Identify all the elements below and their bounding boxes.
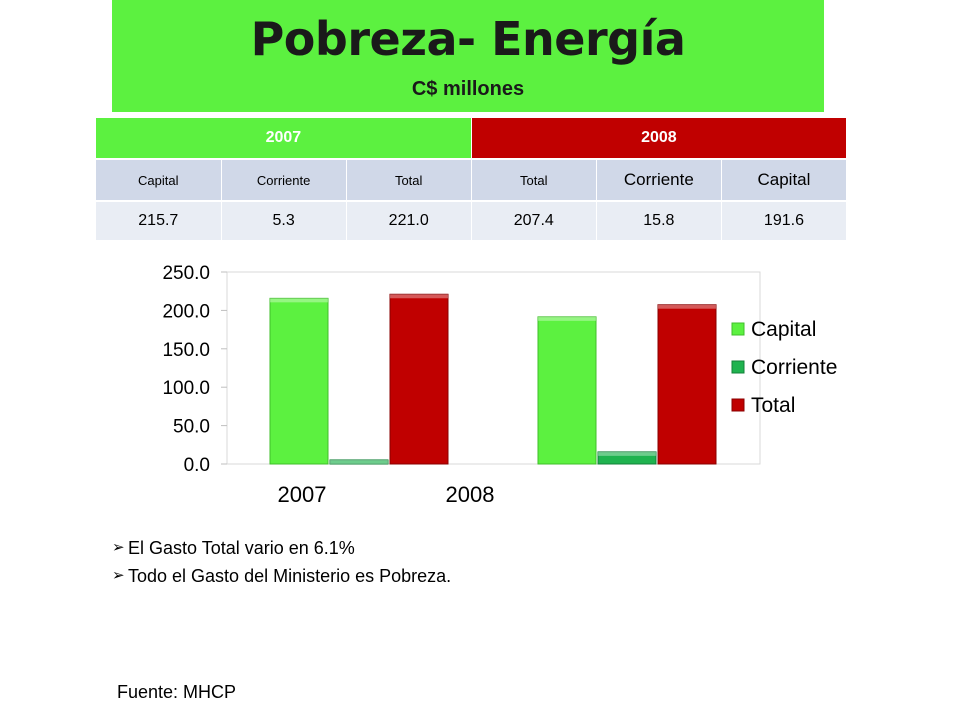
arrow-bullet-icon: ➢ xyxy=(112,539,125,556)
bar-corriente-2008 xyxy=(597,451,657,465)
table-header-cell: Corriente xyxy=(221,158,347,201)
page-subtitle: C$ millones xyxy=(411,78,525,100)
table-cell: 191.6 xyxy=(721,200,848,240)
table-header-cell: Corriente xyxy=(596,158,722,201)
table-year-row: 2007 2008 xyxy=(96,118,848,159)
table-header-cell: Total xyxy=(346,158,472,201)
bar-highlight xyxy=(330,459,388,464)
bullet-text: El Gasto Total vario en 6.1% xyxy=(128,538,355,558)
bullet-text: Todo el Gasto del Ministerio es Pobreza. xyxy=(128,566,452,586)
source-note: Fuente: MHCP xyxy=(117,682,237,702)
year-2007-header: 2007 xyxy=(96,118,472,159)
legend-label: Total xyxy=(751,394,795,417)
table-header-cell: Capital xyxy=(721,158,848,201)
legend-label: Capital xyxy=(751,318,816,341)
legend-label: Corriente xyxy=(751,356,837,379)
bullet-list: ➢ El Gasto Total vario en 6.1% ➢ Todo el… xyxy=(112,534,451,590)
bar-corriente-2007 xyxy=(329,459,389,465)
bullet-item: ➢ Todo el Gasto del Ministerio es Pobrez… xyxy=(112,562,451,590)
bar-highlight xyxy=(598,451,656,456)
table-cell: 221.0 xyxy=(346,200,472,240)
arrow-bullet-icon: ➢ xyxy=(112,567,125,584)
table-header-row: Capital Corriente Total Total Corriente … xyxy=(96,158,848,201)
title-banner: Pobreza- Energía C$ millones xyxy=(112,0,824,112)
plot-area-border xyxy=(226,271,761,465)
table-cell: 5.3 xyxy=(221,200,347,240)
y-tick-label: 100.0 xyxy=(162,378,210,399)
bullet-item: ➢ El Gasto Total vario en 6.1% xyxy=(112,534,451,562)
data-table: 2007 2008 Capital Corriente Total Total … xyxy=(96,118,848,240)
page-title: Pobreza- Energía xyxy=(250,12,686,66)
table-header-cell: Capital xyxy=(96,158,222,201)
bar-chart: 250.0 200.0 150.0 100.0 50.0 0.0 2007 2008 Capit… xyxy=(162,263,837,507)
year-2008-header: 2008 xyxy=(471,118,848,159)
table-row: 215.7 5.3 221.0 207.4 15.8 191.6 xyxy=(96,200,848,240)
bar-capital-2008 xyxy=(537,316,597,465)
bar-capital-2007 xyxy=(269,297,329,465)
x-tick-label: 2008 xyxy=(446,482,495,507)
table-cell: 215.7 xyxy=(96,200,222,240)
y-tick-label: 50.0 xyxy=(173,417,210,438)
y-tick-label: 0.0 xyxy=(184,455,210,476)
table-cell: 207.4 xyxy=(471,200,597,240)
legend-swatch xyxy=(731,322,745,336)
table-cell: 15.8 xyxy=(596,200,722,240)
x-tick-label: 2007 xyxy=(278,482,327,507)
bar-highlight xyxy=(270,298,328,303)
bar-highlight xyxy=(538,316,596,321)
legend-swatch xyxy=(731,360,745,374)
bar-highlight xyxy=(390,294,448,299)
table-header-cell: Total xyxy=(471,158,597,201)
y-tick-label: 150.0 xyxy=(162,340,210,361)
bar-highlight xyxy=(658,304,716,309)
bar-total-2007 xyxy=(389,293,449,465)
bar-total-2008 xyxy=(657,304,717,465)
y-tick-label: 200.0 xyxy=(162,301,210,322)
legend-swatch xyxy=(731,398,745,412)
y-tick-label: 250.0 xyxy=(162,263,210,284)
